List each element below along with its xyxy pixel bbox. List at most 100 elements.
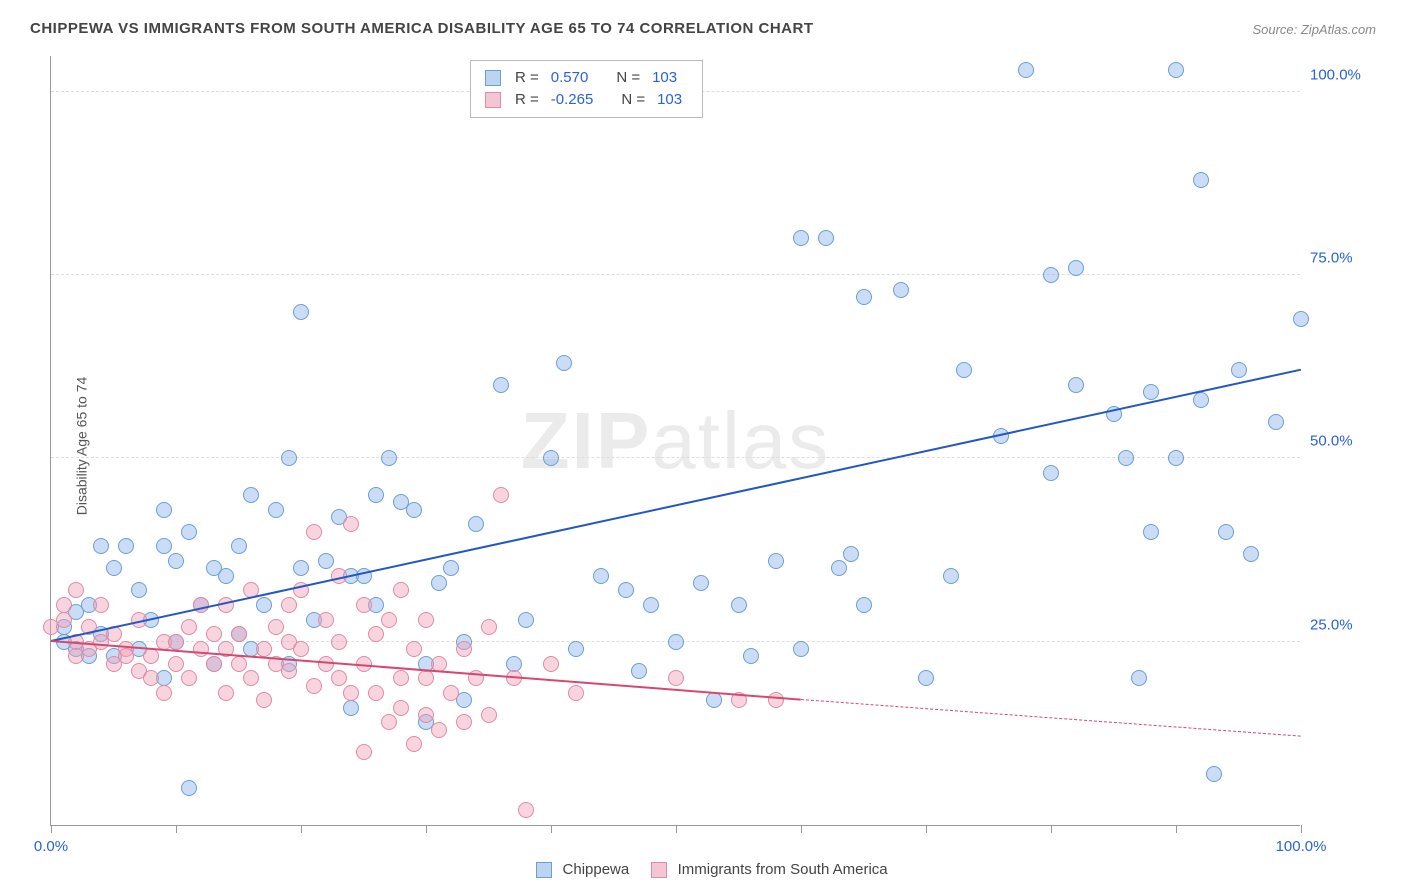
data-point — [231, 538, 247, 554]
r-value-series2: -0.265 — [545, 89, 600, 111]
data-point — [393, 700, 409, 716]
data-point — [168, 634, 184, 650]
data-point — [181, 780, 197, 796]
data-point — [1293, 311, 1309, 327]
data-point — [568, 641, 584, 657]
data-point — [143, 648, 159, 664]
data-point — [693, 575, 709, 591]
data-point — [318, 553, 334, 569]
data-point — [156, 502, 172, 518]
data-point — [106, 560, 122, 576]
gridline-h — [51, 457, 1300, 458]
data-point — [856, 289, 872, 305]
data-point — [281, 450, 297, 466]
data-point — [1193, 172, 1209, 188]
data-point — [168, 553, 184, 569]
data-point — [1018, 62, 1034, 78]
x-tick — [426, 825, 427, 833]
data-point — [743, 648, 759, 664]
data-point — [256, 692, 272, 708]
data-point — [293, 560, 309, 576]
x-tick — [1301, 825, 1302, 833]
data-point — [1168, 62, 1184, 78]
legend-label-chippewa: Chippewa — [563, 861, 630, 878]
data-point — [231, 656, 247, 672]
data-point — [1193, 392, 1209, 408]
data-point — [643, 597, 659, 613]
data-point — [93, 538, 109, 554]
data-point — [206, 656, 222, 672]
legend-swatch-series1 — [485, 70, 501, 86]
y-tick-label: 50.0% — [1310, 433, 1380, 450]
data-point — [1068, 260, 1084, 276]
data-point — [343, 700, 359, 716]
data-point — [443, 560, 459, 576]
data-point — [618, 582, 634, 598]
data-point — [456, 714, 472, 730]
data-point — [1043, 465, 1059, 481]
data-point — [831, 560, 847, 576]
data-point — [306, 524, 322, 540]
watermark-light: atlas — [651, 396, 830, 485]
data-point — [1118, 450, 1134, 466]
data-point — [93, 597, 109, 613]
data-point — [631, 663, 647, 679]
x-tick — [51, 825, 52, 833]
data-point — [943, 568, 959, 584]
y-tick-label: 25.0% — [1310, 616, 1380, 633]
data-point — [393, 582, 409, 598]
legend-row-series2: R = -0.265 N = 103 — [485, 89, 688, 111]
data-point — [493, 487, 509, 503]
data-point — [293, 304, 309, 320]
watermark-bold: ZIP — [521, 396, 651, 485]
data-point — [918, 670, 934, 686]
data-point — [1218, 524, 1234, 540]
data-point — [1143, 384, 1159, 400]
data-point — [668, 634, 684, 650]
data-point — [181, 619, 197, 635]
data-point — [256, 641, 272, 657]
legend-swatch-series2 — [485, 92, 501, 108]
data-point — [356, 597, 372, 613]
data-point — [418, 612, 434, 628]
legend-row-series1: R = 0.570 N = 103 — [485, 67, 688, 89]
data-point — [1206, 766, 1222, 782]
x-tick — [676, 825, 677, 833]
data-point — [193, 641, 209, 657]
data-point — [818, 230, 834, 246]
legend-swatch-chippewa — [536, 862, 552, 878]
y-tick-label: 100.0% — [1310, 66, 1380, 83]
x-tick — [301, 825, 302, 833]
x-tick — [926, 825, 927, 833]
data-point — [793, 641, 809, 657]
trend-line — [51, 368, 1301, 641]
data-point — [1168, 450, 1184, 466]
x-tick — [176, 825, 177, 833]
data-point — [331, 670, 347, 686]
data-point — [343, 685, 359, 701]
data-point — [218, 568, 234, 584]
data-point — [706, 692, 722, 708]
data-point — [1043, 267, 1059, 283]
data-point — [1268, 414, 1284, 430]
source-attribution: Source: ZipAtlas.com — [1252, 22, 1376, 37]
data-point — [793, 230, 809, 246]
data-point — [431, 722, 447, 738]
data-point — [1243, 546, 1259, 562]
data-point — [381, 714, 397, 730]
data-point — [406, 736, 422, 752]
legend-label-immigrants: Immigrants from South America — [678, 861, 888, 878]
data-point — [268, 502, 284, 518]
x-tick-label: 0.0% — [34, 838, 68, 855]
data-point — [256, 597, 272, 613]
x-tick — [801, 825, 802, 833]
legend-swatch-immigrants — [651, 862, 667, 878]
data-point — [218, 685, 234, 701]
data-point — [68, 582, 84, 598]
n-label: N = — [616, 67, 640, 89]
data-point — [268, 619, 284, 635]
data-point — [181, 670, 197, 686]
x-tick — [1051, 825, 1052, 833]
data-point — [56, 597, 72, 613]
data-point — [156, 685, 172, 701]
